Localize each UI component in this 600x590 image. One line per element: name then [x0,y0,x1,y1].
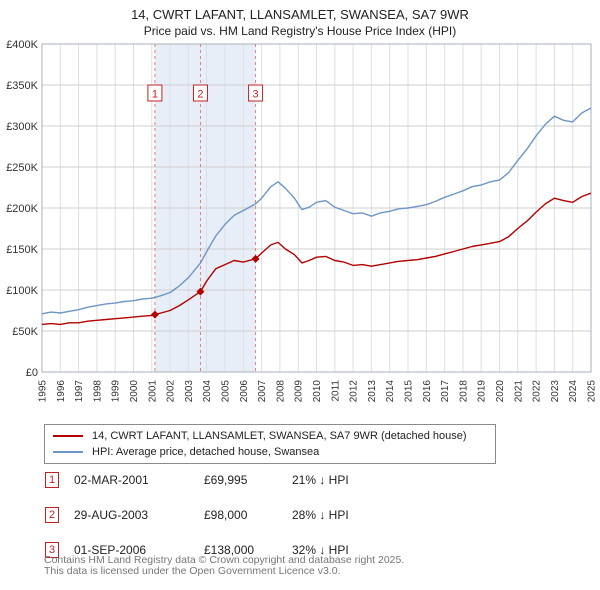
x-axis-tick-label: 2016 [422,380,433,403]
sale-marker [196,287,205,296]
x-axis-tick-label: 1998 [92,380,103,403]
x-axis-tick-label: 2013 [367,380,378,403]
y-axis-tick-label: £400K [6,39,38,51]
sale-number-label: 3 [252,89,258,101]
y-axis-tick-label: £300K [6,121,38,133]
sale-number-flag [248,84,264,102]
x-axis-tick-label: 2007 [257,380,268,403]
x-axis-tick-label: 2019 [477,380,488,403]
x-axis-tick-label: 2004 [202,380,213,403]
x-axis-tick-label: 2015 [404,380,415,403]
sale-number-flag [192,84,208,102]
x-axis-tick-label: 2023 [550,380,561,403]
transaction-price: £69,995 [204,473,248,487]
page-subtitle: Price paid vs. HM Land Registry's House … [143,24,457,38]
x-axis-tick-label: 2017 [440,380,451,403]
x-axis-tick-label: 1997 [74,380,85,403]
transaction-number-badge: 1 [45,472,59,488]
transaction-hpi-delta: 28% ↓ HPI [292,508,349,522]
x-axis-tick-label: 2020 [495,380,506,403]
x-axis-tick-label: 1999 [111,380,122,403]
plot-border [41,43,592,373]
legend-swatch-hpi-line [53,451,83,453]
legend-label-hpi: HPI: Average price, detached house, Swan… [92,446,320,458]
footer-line-1: Contains HM Land Registry data © Crown c… [44,554,405,566]
x-axis-tick-label: 2012 [349,380,360,403]
y-axis-tick-label: £100K [6,285,38,297]
series-line [41,192,592,326]
x-axis-tick-label: 1995 [38,380,49,403]
sale-number-flag [147,84,163,102]
x-axis-tick-label: 2009 [294,380,305,403]
legend-label-property: 14, CWRT LAFANT, LLANSAMLET, SWANSEA, SA… [92,430,467,442]
y-axis-tick-label: £200K [6,203,38,215]
x-axis-tick-label: 2003 [184,380,195,403]
transaction-date: 02-MAR-2001 [74,473,149,487]
x-axis-tick-label: 2010 [312,380,323,403]
x-axis-tick-label: 2018 [458,380,469,403]
series-line [41,107,592,315]
x-axis-tick-label: 2008 [275,380,286,403]
y-axis-tick-label: £150K [6,244,38,256]
x-axis-tick-label: 2025 [587,380,598,403]
x-axis-tick-label: 2014 [385,380,396,403]
x-axis-tick-label: 2005 [221,380,232,403]
y-axis-tick-label: £250K [6,162,38,174]
x-axis-tick-label: 2006 [239,380,250,403]
footer-line-2: This data is licensed under the Open Gov… [44,565,341,577]
x-axis-tick-label: 2002 [166,380,177,403]
transaction-row: 2 29-AUG-2003 £98,000 28% ↓ HPI [45,507,349,523]
transaction-date: 01-SEP-2006 [74,543,147,557]
transaction-hpi-delta: 21% ↓ HPI [292,473,349,487]
sale-marker [150,310,159,319]
y-axis-tick-label: £50K [12,326,38,338]
page-title: 14, CWRT LAFANT, LLANSAMLET, SWANSEA, SA… [131,7,469,22]
sale-marker [251,254,260,263]
transaction-price: £98,000 [204,508,248,522]
x-axis-tick-label: 2024 [568,380,579,403]
x-axis-tick-label: 2000 [129,380,140,403]
legend-item-property: 14, CWRT LAFANT, LLANSAMLET, SWANSEA, SA… [53,430,487,442]
transaction-row: 3 01-SEP-2006 £138,000 32% ↓ HPI [45,542,349,558]
y-axis-tick-label: £0 [26,367,38,379]
x-axis-tick-label: 2022 [532,380,543,403]
transaction-hpi-delta: 32% ↓ HPI [292,543,349,557]
x-axis-tick-label: 2011 [330,380,341,402]
transaction-row: 1 02-MAR-2001 £69,995 21% ↓ HPI [45,472,349,488]
x-axis-tick-label: 1996 [56,380,67,403]
sale-number-label: 2 [197,89,203,101]
legend-swatch-property-line [53,435,83,437]
transaction-price: £138,000 [204,543,255,557]
transaction-number-badge: 3 [45,542,59,558]
x-axis-tick-label: 2001 [147,380,158,403]
legend-item-hpi: HPI: Average price, detached house, Swan… [53,446,487,458]
transaction-date: 29-AUG-2003 [74,508,149,522]
license-footer: Contains HM Land Registry data © Crown c… [44,555,404,577]
price-chart: 1995 1996 1997 1998 1999 2000 2001 2002 2003 2004… [6,39,598,403]
chart-legend: 14, CWRT LAFANT, LLANSAMLET, SWANSEA, SA… [44,424,496,464]
x-axis-tick-label: 2021 [513,380,524,403]
sale-number-label: 1 [152,89,158,101]
y-axis-tick-label: £350K [6,80,38,92]
transaction-number-badge: 2 [45,507,59,523]
